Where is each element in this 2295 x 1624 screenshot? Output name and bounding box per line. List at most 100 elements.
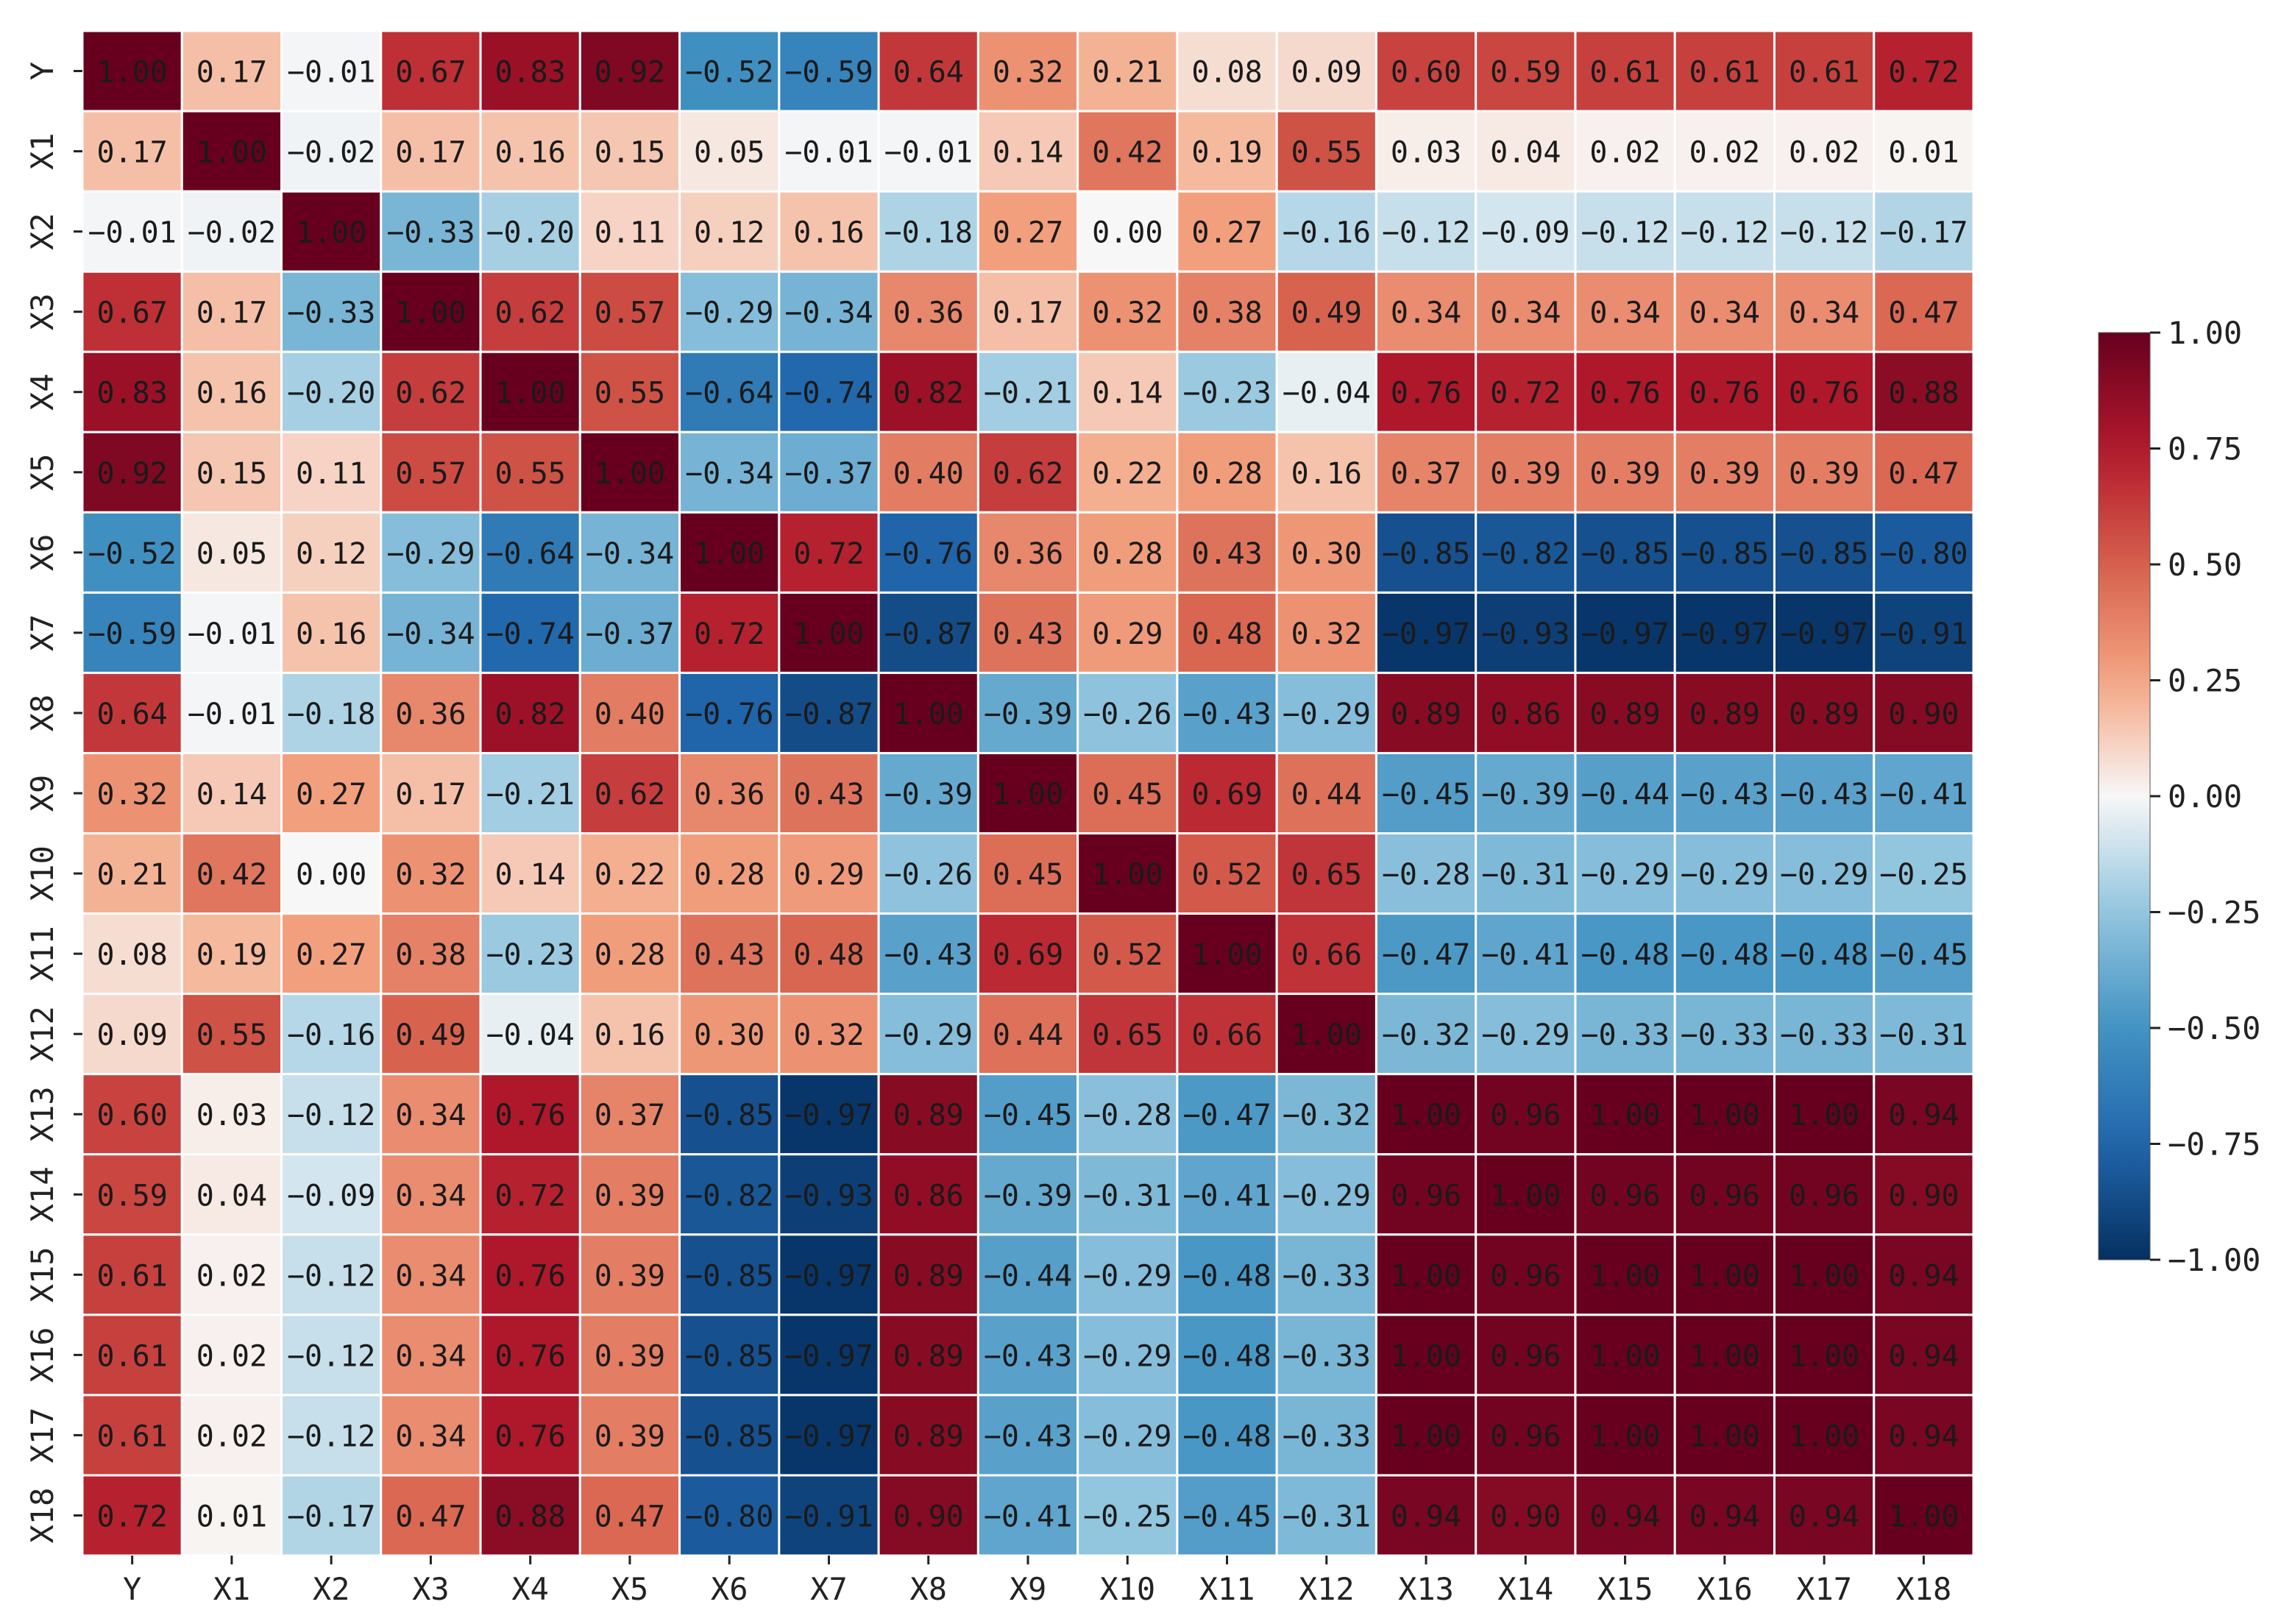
cell-value-label: 1.00 [1490,1179,1561,1213]
cell-value-label: −0.01 [784,136,873,170]
heatmap-cell [1076,832,1179,915]
heatmap-cell [1873,1474,1975,1557]
cell-value-label: 0.02 [196,1339,267,1373]
cell-value-label: 0.92 [96,457,167,491]
cell-value-label: 0.96 [1789,1179,1859,1213]
heatmap-cell [1574,832,1676,915]
cell-value-label: 0.17 [395,136,466,170]
heatmap-cell [1076,993,1179,1076]
cell-value-label: 0.11 [296,457,366,491]
cell-value-label: 0.32 [1291,617,1362,651]
cell-value-label: 0.47 [395,1500,466,1533]
colorbar-tick-label: −1.00 [2168,1242,2260,1278]
cell-value-label: −0.91 [1879,617,1968,651]
cell-value-label: 0.17 [993,297,1063,330]
cell-value-label: −0.43 [1681,778,1769,812]
heatmap-cell [578,912,681,996]
cell-value-label: 0.03 [1391,136,1461,170]
cell-value-label: −0.29 [1283,1179,1371,1213]
heatmap-cell [380,110,482,193]
cell-value-label: 0.34 [1689,297,1760,330]
cell-value-label: 0.48 [793,938,864,972]
cell-value-label: 0.34 [1589,297,1660,330]
heatmap-cell [180,270,283,353]
cell-value-label: 0.11 [595,216,665,250]
cell-value-label: 0.29 [1092,617,1163,651]
cell-value-label: 0.44 [1291,778,1362,812]
y-tick-label: X6 [24,534,60,572]
cell-value-label: 0.39 [595,1259,665,1293]
cell-value-label: 0.60 [96,1099,167,1132]
cell-value-label: −0.01 [287,56,375,90]
heatmap-cell [877,1233,979,1316]
cell-value-label: 1.00 [1689,1099,1760,1132]
x-tick-label: X8 [909,1571,947,1607]
cell-value-label: 0.96 [1490,1339,1561,1373]
heatmap-cell [778,1313,880,1397]
heatmap-cell [479,751,581,835]
cell-value-label: −0.29 [685,297,773,330]
x-tick-label: Y [123,1571,141,1607]
cell-value-label: 0.22 [595,858,665,892]
heatmap-cell [778,511,880,594]
cell-value-label: 0.57 [395,457,466,491]
cell-value-label: 0.47 [1888,457,1959,491]
heatmap-cell [479,190,581,273]
heatmap-cell [1773,912,1876,996]
cell-value-label: 0.72 [1888,56,1959,90]
heatmap-cell [678,110,781,193]
cell-value-label: 1.00 [793,617,864,651]
heatmap-cell [380,832,482,915]
cell-value-label: −0.34 [784,297,873,330]
cell-value-label: 0.62 [993,457,1063,491]
cell-value-label: 0.61 [1789,56,1859,90]
heatmap-cell [1673,993,1776,1076]
cell-value-label: 0.76 [495,1099,566,1132]
heatmap-cell [678,511,781,594]
cell-value-label: −0.48 [1182,1259,1271,1293]
heatmap-cell [380,1474,482,1557]
heatmap-cell [1773,832,1876,915]
cell-value-label: −0.31 [1083,1179,1171,1213]
heatmap-cell [180,671,283,754]
cell-value-label: −0.64 [486,537,574,571]
heatmap-cell [578,671,681,754]
cell-value-label: −0.29 [1083,1419,1171,1453]
y-tick-label: X11 [24,926,60,982]
cell-value-label: −0.01 [188,698,276,731]
cell-value-label: 0.16 [595,1018,665,1052]
cell-value-label: 1.00 [1291,1018,1362,1052]
cell-value-label: −0.97 [784,1419,873,1453]
heatmap-cell [479,1394,581,1477]
cell-value-label: 0.37 [595,1099,665,1132]
y-tick-label: X3 [24,293,60,330]
cell-value-label: 0.83 [495,56,566,90]
cell-value-label: −0.97 [1382,617,1470,651]
cell-value-label: 0.38 [1191,297,1262,330]
heatmap-cell [180,993,283,1076]
cell-value-label: 0.32 [96,778,167,812]
cell-value-label: 0.01 [196,1500,267,1533]
cell-value-label: −0.87 [884,617,973,651]
cell-value-label: 0.55 [1291,136,1362,170]
cell-value-label: 0.94 [1888,1419,1959,1453]
cell-value-label: 0.83 [96,377,167,411]
heatmap-cell [180,1313,283,1397]
cell-value-label: −0.20 [287,377,375,411]
cell-value-label: 1.00 [893,698,964,731]
cell-value-label: 0.72 [793,537,864,571]
heatmap-cell [1176,110,1278,193]
cell-value-label: 0.62 [395,377,466,411]
cell-value-label: 0.02 [196,1259,267,1293]
heatmap-cell [81,29,183,113]
heatmap-cell [1076,190,1179,273]
heatmap-cell [280,1073,383,1156]
heatmap-cell [1873,912,1975,996]
cell-value-label: −0.97 [1780,617,1868,651]
heatmap-cell [180,1073,283,1156]
cell-value-label: 0.27 [993,216,1063,250]
heatmap-cell [280,350,383,433]
cell-value-label: 0.61 [96,1419,167,1453]
heatmap-cell [1873,430,1975,514]
cell-value-label: 0.02 [1789,136,1859,170]
